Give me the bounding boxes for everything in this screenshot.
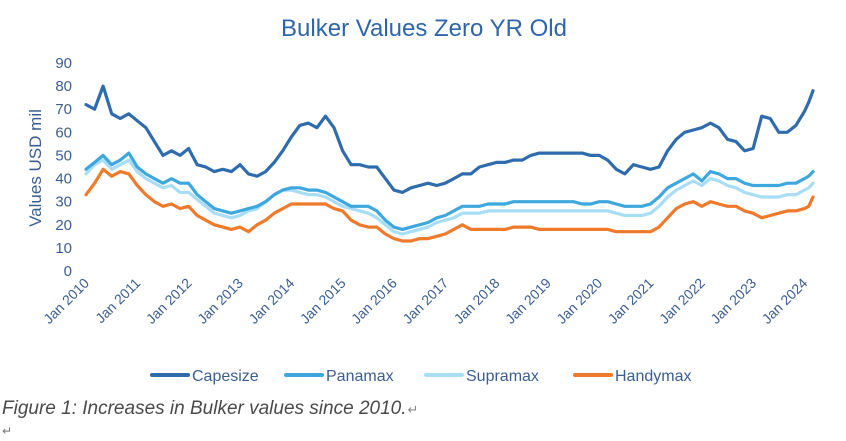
x-tick-label: Jan 2022 [656, 275, 708, 327]
x-tick-label: Jan 2021 [605, 275, 657, 327]
legend-label-panamax: Panamax [326, 368, 394, 385]
y-tick-label: 10 [55, 240, 72, 257]
x-tick-label: Jan 2024 [759, 275, 811, 327]
y-tick-label: 0 [64, 263, 72, 280]
x-tick-label: Jan 2018 [451, 275, 503, 327]
y-tick-label: 90 [55, 55, 72, 72]
legend-label-handymax: Handymax [615, 368, 691, 385]
y-tick-label: 50 [55, 147, 72, 164]
series-lines [84, 84, 815, 243]
x-tick-label: Jan 2023 [707, 275, 759, 327]
x-tick-label: Jan 2013 [194, 275, 246, 327]
x-tick-label: Jan 2017 [399, 275, 451, 327]
y-tick-label: 20 [55, 217, 72, 234]
figure-caption-text: Figure 1: Increases in Bulker values sin… [2, 398, 407, 419]
y-tick-label: 30 [55, 194, 72, 211]
x-tick-label: Jan 2020 [553, 275, 605, 327]
legend: Capesize Panamax Supramax Handymax [150, 368, 691, 385]
x-tick-label: Jan 2010 [40, 275, 92, 327]
y-tick-label: 60 [55, 124, 72, 141]
series-line-capesize [84, 84, 815, 194]
series-line-supramax [84, 158, 815, 236]
x-tick-label: Jan 2019 [502, 275, 554, 327]
y-tick-labels: 0 10 20 30 40 50 60 70 80 90 [55, 55, 72, 280]
x-tick-label: Jan 2012 [143, 275, 195, 327]
paragraph-mark-icon: ↵ [2, 424, 13, 438]
y-tick-label: 70 [55, 101, 72, 118]
series-line-handymax [84, 167, 815, 243]
chart-title: Bulker Values Zero YR Old [281, 15, 567, 42]
legend-label-capesize: Capesize [192, 368, 259, 385]
y-axis-label: Values USD mil [26, 109, 45, 227]
x-tick-label: Jan 2011 [92, 275, 143, 326]
figure-caption: Figure 1: Increases in Bulker values sin… [2, 398, 418, 420]
y-tick-label: 40 [55, 171, 72, 188]
series-line-panamax [84, 151, 815, 231]
x-tick-label: Jan 2014 [245, 275, 297, 327]
return-mark-icon: ↵ [407, 402, 419, 417]
x-tick-label: Jan 2016 [348, 275, 400, 327]
y-tick-label: 80 [55, 78, 72, 95]
bulker-values-chart: Bulker Values Zero YR Old Values USD mil… [26, 15, 815, 385]
x-tick-label: Jan 2015 [297, 275, 349, 327]
legend-label-supramax: Supramax [466, 368, 539, 385]
x-tick-labels: Jan 2010 Jan 2011 Jan 2012 Jan 2013 Jan 2014… [40, 275, 811, 327]
